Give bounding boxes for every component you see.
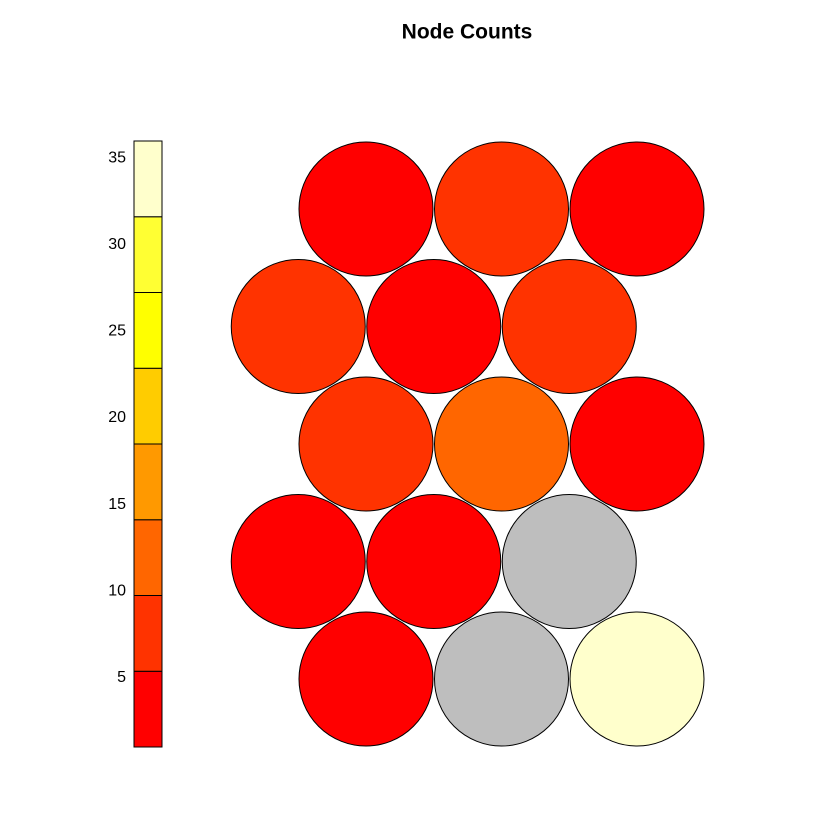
y-tick-label: 5 xyxy=(117,669,126,686)
node xyxy=(366,259,502,394)
node xyxy=(298,141,434,277)
node xyxy=(434,141,569,277)
y-tick-label: 25 xyxy=(108,323,126,340)
color-bin xyxy=(133,216,163,293)
y-tick-label: 30 xyxy=(108,236,126,253)
node xyxy=(366,494,502,629)
node xyxy=(298,611,434,747)
node xyxy=(434,376,569,512)
color-bin xyxy=(133,670,163,748)
node xyxy=(230,259,366,394)
color-bin xyxy=(133,595,163,672)
color-bin xyxy=(133,443,163,521)
chart-title: Node Counts xyxy=(402,21,533,44)
node xyxy=(569,376,705,512)
y-tick-label: 10 xyxy=(108,582,126,599)
y-tick-label: 20 xyxy=(108,409,126,426)
node xyxy=(569,611,705,747)
color-bin xyxy=(133,292,163,369)
node xyxy=(501,494,637,629)
y-tick-label: 15 xyxy=(108,496,126,513)
node xyxy=(230,494,366,629)
node xyxy=(569,141,705,277)
color-bin xyxy=(133,140,163,218)
node xyxy=(501,259,637,394)
node xyxy=(434,611,569,747)
color-bin xyxy=(133,367,163,445)
node xyxy=(298,376,434,512)
y-tick-label: 35 xyxy=(108,150,126,167)
color-bin xyxy=(133,519,163,596)
